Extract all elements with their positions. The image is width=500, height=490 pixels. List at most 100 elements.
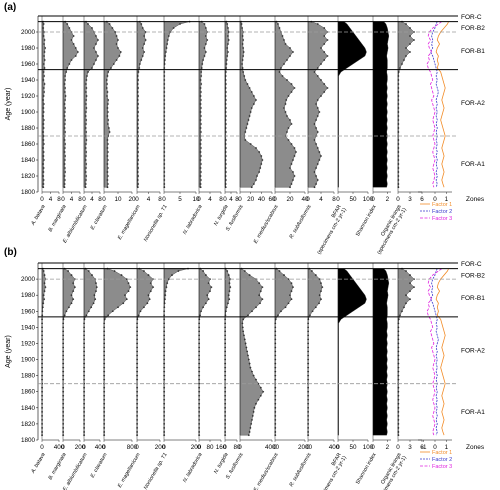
data-point — [163, 123, 166, 125]
data-point — [95, 282, 97, 285]
data-point — [64, 123, 66, 125]
data-point — [295, 151, 297, 153]
data-point — [227, 51, 229, 53]
data-point — [284, 306, 287, 309]
data-point — [136, 91, 139, 93]
data-point — [164, 294, 167, 297]
data-point — [163, 155, 166, 157]
data-point — [107, 183, 109, 185]
data-point — [64, 95, 67, 97]
data-point — [125, 278, 128, 280]
data-point — [289, 47, 291, 49]
data-point — [64, 155, 67, 157]
data-point — [314, 274, 317, 276]
data-point — [163, 143, 166, 145]
data-point — [311, 310, 314, 313]
data-point — [274, 390, 277, 393]
x-tick-label: 0 — [223, 444, 227, 451]
data-point — [409, 290, 411, 293]
data-point — [64, 131, 67, 133]
y-tick-label: 1900 — [21, 357, 36, 364]
data-point — [252, 95, 255, 97]
data-point — [397, 378, 400, 381]
data-point — [43, 83, 46, 85]
data-point — [397, 186, 400, 189]
data-point — [70, 59, 73, 61]
x-tick-label: 0 — [40, 196, 44, 203]
x-tick-label: 4 — [70, 196, 74, 203]
data-point — [313, 139, 316, 141]
data-point — [163, 306, 166, 309]
data-point — [93, 294, 96, 297]
data-point — [274, 386, 277, 389]
column-label-group: Nonionella sp. T1 — [143, 204, 169, 243]
data-point — [107, 119, 110, 121]
data-point — [397, 155, 400, 157]
data-point — [290, 183, 293, 185]
data-point — [165, 47, 168, 49]
data-point — [397, 171, 400, 173]
data-point — [285, 99, 288, 101]
data-point — [163, 95, 166, 97]
column-area — [397, 268, 415, 436]
data-point — [166, 43, 169, 45]
data-point — [85, 314, 88, 317]
data-point — [316, 67, 319, 69]
data-point — [255, 147, 257, 149]
data-point — [224, 159, 227, 161]
data-point — [224, 87, 227, 89]
data-point — [281, 35, 284, 37]
data-point — [242, 318, 245, 321]
data-point — [141, 27, 144, 29]
column-area — [307, 268, 323, 436]
data-point — [199, 183, 202, 185]
data-point — [292, 171, 294, 173]
data-point — [253, 406, 256, 409]
x-tick-label: 8 — [158, 196, 162, 203]
data-point — [255, 99, 257, 101]
data-point — [397, 418, 400, 421]
data-point — [143, 43, 146, 45]
column-label-group: Shannon index — [355, 204, 378, 238]
x-tick-label: 0 — [396, 444, 400, 451]
y-tick-label: 1860 — [21, 389, 36, 396]
data-point — [70, 294, 73, 297]
data-point — [225, 123, 227, 125]
data-point — [152, 286, 155, 289]
data-point — [229, 286, 232, 289]
column-label-group: Organic linings(specimens cm-2 yr-1) — [376, 204, 408, 256]
data-point — [326, 55, 329, 57]
column-area — [239, 21, 263, 188]
x-tick-label: 10 — [192, 196, 200, 203]
data-point — [241, 326, 244, 329]
data-point — [43, 119, 45, 121]
data-point — [397, 370, 400, 373]
data-point — [171, 274, 173, 276]
data-point — [399, 314, 401, 317]
data-point — [249, 111, 252, 113]
data-point — [224, 167, 227, 169]
data-point — [87, 310, 90, 313]
data-point — [43, 75, 46, 77]
data-point — [163, 99, 166, 101]
data-point — [42, 131, 45, 133]
column-area — [83, 268, 98, 436]
data-point — [136, 131, 139, 133]
data-point — [179, 23, 181, 25]
data-point — [274, 394, 277, 397]
data-point — [65, 71, 68, 73]
data-point — [245, 127, 248, 129]
data-point — [164, 59, 166, 61]
x-tick-label: 0 — [371, 196, 375, 203]
data-point — [107, 143, 109, 145]
data-point — [163, 71, 166, 73]
data-point — [107, 159, 109, 161]
x-tick-label: 400 — [329, 444, 340, 451]
data-point — [137, 151, 140, 153]
data-point — [85, 175, 88, 177]
data-point — [409, 51, 411, 53]
factor-line — [430, 268, 439, 436]
data-point — [227, 302, 229, 305]
data-point — [323, 43, 326, 45]
column-label-group: Organic linings(specimens cm-2 yr-1) — [376, 452, 408, 490]
